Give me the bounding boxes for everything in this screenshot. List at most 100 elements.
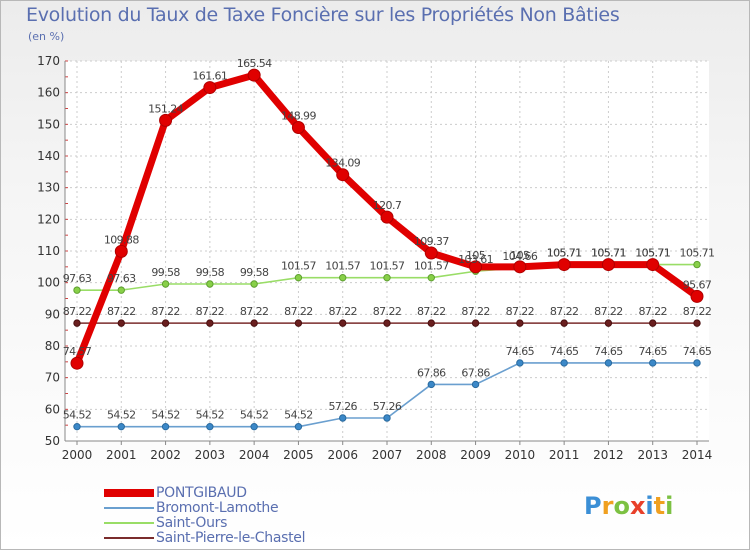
data-point-pontgibaud [247,68,261,82]
x-tick-label: 2007 [372,448,403,462]
x-tick-label: 2000 [62,448,93,462]
data-point-saint-ours [117,286,125,294]
y-tick-label: 170 [37,54,60,68]
x-tick-label: 2012 [593,448,624,462]
data-label-saint-pierre-le-chastel: 87.22 [550,305,579,318]
data-label-saint-pierre-le-chastel: 87.22 [594,305,623,318]
data-point-pontgibaud [513,260,527,274]
data-point-bromont-lamothe [206,422,214,431]
data-point-saint-pierre-le-chastel [250,319,258,327]
data-point-bromont-lamothe [427,380,435,389]
legend-item-saint-ours: Saint-Ours [104,514,305,531]
data-point-saint-pierre-le-chastel [294,319,303,327]
data-label-saint-pierre-le-chastel: 87.22 [461,305,490,318]
data-point-saint-pierre-le-chastel [560,319,568,327]
proxiti-logo: Proxiti [584,492,673,520]
data-point-bromont-lamothe [73,422,81,431]
data-label-pontgibaud: 134.09 [325,157,360,170]
data-label-saint-pierre-le-chastel: 87.22 [417,305,446,318]
data-label-bromont-lamothe: 74.65 [594,345,623,358]
x-tick-label: 2003 [195,448,226,462]
legend-item-bromont-lamothe: Bromont-Lamothe [104,500,305,516]
data-label-bromont-lamothe: 54.52 [151,409,180,422]
data-point-bromont-lamothe [471,380,480,389]
data-label-pontgibaud: 74.57 [63,345,92,358]
data-label-bromont-lamothe: 57.26 [373,400,402,413]
data-point-bromont-lamothe [516,359,524,367]
data-point-pontgibaud [70,356,84,370]
data-label-saint-pierre-le-chastel: 87.22 [107,305,136,318]
logo-letter: t [653,492,666,520]
data-point-pontgibaud [646,258,660,272]
data-point-pontgibaud [380,210,394,224]
data-label-pontgibaud: 105 [510,249,530,262]
legend-swatch [104,521,154,524]
data-label-pontgibaud: 105.71 [591,247,626,260]
x-tick-label: 2013 [637,448,668,462]
data-point-bromont-lamothe [560,359,568,367]
data-label-saint-pierre-le-chastel: 87.22 [151,305,180,318]
x-tick-label: 2002 [150,448,181,462]
data-label-saint-ours: 105.71 [680,247,715,260]
logo-letter: i [645,492,654,520]
legend-label: Saint-Pierre-le-Chastel [156,529,306,546]
data-label-saint-ours: 101.57 [370,260,405,273]
data-label-saint-ours: 103.61 [458,253,493,266]
data-point-saint-ours [73,286,81,294]
x-tick-label: 2014 [682,448,713,462]
legend-label: Saint-Ours [156,514,228,531]
data-label-saint-pierre-le-chastel: 87.22 [373,305,402,318]
y-tick-label: 60 [45,402,60,416]
data-label-saint-ours: 97.63 [63,272,92,285]
data-label-pontgibaud: 105.71 [635,247,670,260]
data-point-pontgibaud [557,258,571,272]
y-tick-label: 130 [37,181,60,195]
x-tick-label: 2010 [505,448,536,462]
y-tick-label: 110 [37,244,60,258]
data-point-saint-pierre-le-chastel [471,319,480,327]
data-label-pontgibaud: 105.71 [547,247,582,260]
data-point-saint-ours [339,273,347,282]
y-tick-label: 120 [37,212,60,226]
data-label-bromont-lamothe: 54.52 [107,409,136,422]
logo-letter: P [584,492,602,520]
chart-unit: (en %) [28,30,65,43]
data-label-bromont-lamothe: 57.26 [328,400,357,413]
logo-letter: r [601,492,614,520]
data-point-pontgibaud [690,289,704,303]
data-label-bromont-lamothe: 67.86 [461,366,490,379]
x-tick-label: 2005 [283,448,314,462]
legend-swatch [104,506,154,509]
y-tick-label: 160 [37,86,60,100]
x-tick-label: 2008 [416,448,447,462]
x-tick-label: 2006 [327,448,358,462]
legend-label: PONTGIBAUD [156,484,247,501]
data-label-pontgibaud: 148.99 [281,110,316,123]
data-label-bromont-lamothe: 67.86 [417,366,446,379]
y-tick-label: 70 [45,371,60,385]
data-point-pontgibaud [291,121,305,135]
data-label-bromont-lamothe: 54.52 [63,409,92,422]
y-tick-label: 140 [37,149,60,163]
data-point-bromont-lamothe [117,422,125,431]
data-point-pontgibaud [469,260,483,274]
data-point-saint-pierre-le-chastel [117,319,125,327]
data-label-pontgibaud: 151.24 [148,102,183,115]
data-label-saint-ours: 101.57 [414,260,449,273]
data-label-saint-ours: 99.58 [240,266,269,279]
data-label-bromont-lamothe: 74.65 [506,345,535,358]
data-point-pontgibaud [159,113,173,127]
data-label-bromont-lamothe: 54.52 [240,409,269,422]
data-point-pontgibaud [203,81,217,95]
data-point-bromont-lamothe [294,422,303,431]
data-label-pontgibaud: 95.67 [683,278,712,291]
data-label-bromont-lamothe: 74.65 [683,345,712,358]
legend: PONTGIBAUD Bromont-Lamothe Saint-Ours Saint… [104,484,306,546]
data-point-saint-ours [383,273,391,282]
data-label-pontgibaud: 120.7 [373,199,402,212]
x-tick-label: 2009 [460,448,491,462]
x-tick-label: 2004 [239,448,270,462]
data-point-saint-pierre-le-chastel [516,319,524,327]
